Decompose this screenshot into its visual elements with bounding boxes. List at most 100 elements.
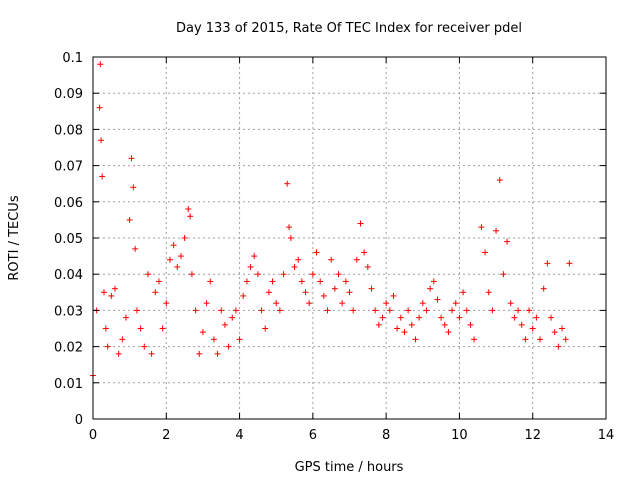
data-point [295, 256, 302, 263]
data-point [214, 350, 221, 357]
data-point [467, 321, 474, 328]
data-point [254, 271, 261, 278]
data-point [416, 314, 423, 321]
data-point [408, 321, 415, 328]
data-point [97, 61, 104, 68]
data-point [185, 206, 192, 213]
data-point [132, 245, 139, 252]
data-point [320, 292, 327, 299]
data-point [236, 336, 243, 343]
data-point [427, 285, 434, 292]
data-point [126, 216, 133, 223]
y-tick-label: 0.01 [54, 377, 83, 392]
y-tick-label: 0.06 [54, 196, 83, 211]
data-point [379, 314, 386, 321]
data-point [405, 307, 412, 314]
data-point [269, 278, 276, 285]
data-point [504, 238, 511, 245]
data-point [166, 256, 173, 263]
data-point [130, 184, 137, 191]
data-point [434, 296, 441, 303]
x-tick-label: 4 [235, 428, 243, 443]
data-point [555, 343, 562, 350]
data-point [350, 307, 357, 314]
y-axis-ticks: 0 0.01 0.02 0.03 0.04 0.05 0.06 0.07 0.08 0.09 0.1 [54, 51, 606, 428]
data-point [390, 292, 397, 299]
y-tick-label: 0.08 [54, 123, 83, 138]
data-point [445, 329, 452, 336]
data-point [291, 263, 298, 270]
data-point [375, 321, 382, 328]
y-tick-label: 0.09 [54, 87, 83, 102]
data-point [163, 300, 170, 307]
data-point [247, 263, 254, 270]
data-point [221, 321, 228, 328]
data-point [174, 263, 181, 270]
data-point [108, 292, 115, 299]
data-point [544, 260, 551, 267]
data-point [361, 249, 368, 256]
data-point [280, 271, 287, 278]
data-point [243, 278, 250, 285]
data-point [119, 336, 126, 343]
x-tick-label: 10 [451, 428, 468, 443]
data-point [511, 314, 518, 321]
data-point [104, 343, 111, 350]
data-point [353, 256, 360, 263]
data-point [478, 224, 485, 231]
data-point [122, 314, 129, 321]
data-point [419, 300, 426, 307]
data-point [251, 253, 258, 260]
data-point [232, 307, 239, 314]
data-point [386, 307, 393, 314]
x-axis-ticks: 0 2 4 6 8 10 12 14 [89, 57, 614, 443]
data-point [559, 325, 566, 332]
data-point [540, 285, 547, 292]
data-point [265, 289, 272, 296]
data-point [507, 300, 514, 307]
x-tick-label: 6 [309, 428, 317, 443]
data-point [306, 300, 313, 307]
data-point [298, 278, 305, 285]
data-point [144, 271, 151, 278]
y-tick-label: 0.07 [54, 160, 83, 175]
data-point [188, 271, 195, 278]
data-point [210, 336, 217, 343]
data-point [133, 307, 140, 314]
data-point [537, 336, 544, 343]
data-point [128, 155, 135, 162]
data-point [529, 325, 536, 332]
data-point [500, 271, 507, 278]
data-point [368, 285, 375, 292]
data-point [192, 307, 199, 314]
data-point [401, 329, 408, 336]
data-point [456, 314, 463, 321]
data-point [177, 253, 184, 260]
data-point [98, 137, 105, 144]
data-point [115, 350, 122, 357]
data-point [566, 260, 573, 267]
y-tick-label: 0 [75, 413, 83, 428]
data-point [284, 180, 291, 187]
data-point [199, 329, 206, 336]
data-point [148, 350, 155, 357]
data-points [90, 61, 573, 379]
data-point [181, 235, 188, 241]
x-tick-label: 12 [524, 428, 541, 443]
data-point [383, 300, 390, 307]
data-point [489, 307, 496, 314]
data-point [526, 307, 533, 314]
data-point [533, 314, 540, 321]
data-point [397, 314, 404, 321]
data-point [287, 235, 294, 241]
data-point [485, 289, 492, 296]
data-point [438, 314, 445, 321]
data-point [372, 307, 379, 314]
data-point [155, 278, 162, 285]
data-point [452, 300, 459, 307]
data-point [482, 249, 489, 256]
grid-lines [93, 57, 606, 419]
data-point [170, 242, 177, 249]
data-point [460, 289, 467, 296]
data-point [430, 278, 437, 285]
